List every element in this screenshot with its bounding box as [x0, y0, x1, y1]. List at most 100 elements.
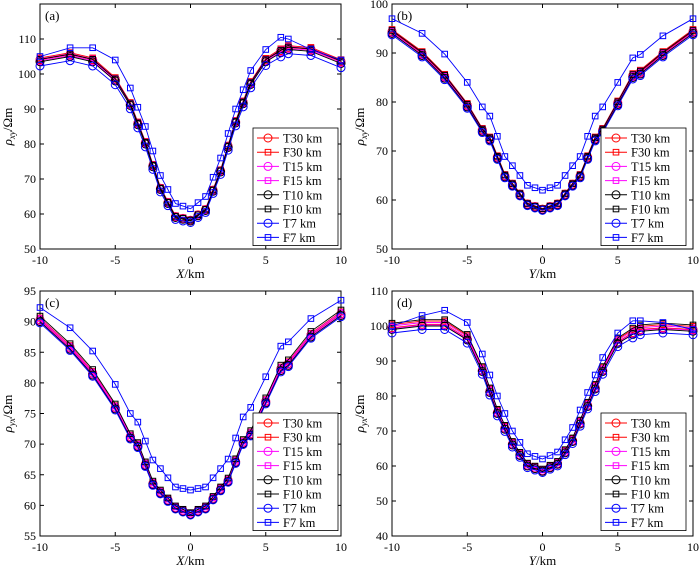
panel-label: (c) — [45, 295, 59, 310]
data-point — [111, 56, 119, 64]
data-point — [209, 173, 217, 181]
data-point — [553, 201, 563, 211]
y-tick-label: 100 — [18, 67, 36, 81]
data-point — [276, 52, 286, 62]
legend-label: T15 km — [283, 445, 323, 459]
legend-label: T30 km — [283, 417, 323, 431]
x-tick-label: 10 — [687, 540, 699, 554]
data-point — [155, 489, 165, 499]
legend-marker — [611, 503, 621, 513]
legend-label: F30 km — [631, 146, 670, 160]
data-point — [202, 193, 209, 200]
data-point — [111, 400, 119, 408]
data-point — [546, 184, 554, 192]
data-point — [149, 456, 157, 464]
data-point — [194, 199, 202, 206]
legend-label: F7 km — [631, 231, 664, 245]
data-point — [500, 173, 510, 183]
data-point — [201, 207, 211, 217]
data-point — [224, 455, 232, 463]
data-point — [232, 434, 239, 442]
y-tick-label: 85 — [24, 345, 36, 359]
y-tick-label: 100 — [370, 319, 388, 333]
data-point — [186, 510, 195, 520]
legend-marker — [611, 133, 621, 143]
legend-marker — [611, 190, 621, 200]
data-point — [516, 439, 524, 446]
y-tick-label: 95 — [24, 284, 36, 298]
series-line-f7-km — [391, 309, 694, 460]
data-point — [140, 142, 150, 152]
data-point — [418, 49, 426, 56]
legend-marker — [612, 148, 620, 156]
data-point — [164, 186, 172, 193]
legend-label: T30 km — [631, 132, 671, 146]
legend-label: F7 km — [283, 231, 316, 245]
data-point — [336, 63, 346, 73]
data-point — [307, 315, 315, 322]
data-point — [538, 467, 547, 477]
data-point — [479, 103, 486, 111]
data-point — [285, 35, 292, 43]
legend-label: T7 km — [283, 217, 316, 231]
legend-marker — [263, 418, 273, 428]
data-point — [584, 133, 591, 140]
data-point — [477, 369, 487, 379]
data-point — [239, 86, 247, 94]
y-tick-label: 75 — [24, 407, 36, 421]
data-point — [553, 461, 563, 471]
data-point — [223, 477, 233, 487]
x-tick-label: -5 — [110, 253, 120, 267]
legend-marker — [263, 161, 273, 171]
data-point — [65, 345, 75, 355]
data-point — [307, 46, 315, 53]
data-point — [524, 200, 531, 207]
y-tick-label: 70 — [376, 424, 388, 438]
data-point — [111, 381, 119, 388]
data-point — [224, 130, 232, 137]
data-point — [170, 504, 180, 514]
data-point — [217, 465, 224, 472]
legend-marker — [612, 433, 620, 441]
x-tick-label: -5 — [462, 540, 472, 554]
data-point — [276, 367, 286, 377]
x-tick-label: -10 — [32, 540, 48, 554]
data-point — [66, 44, 74, 52]
y-tick-label: 80 — [24, 137, 36, 151]
data-point — [247, 67, 254, 74]
x-tick-label: -10 — [384, 253, 400, 267]
y-tick-label: 50 — [24, 242, 36, 256]
legend-label: F15 km — [631, 174, 670, 188]
y-tick-label: 90 — [24, 102, 36, 116]
y-axis-label: ρxy/Ωm — [0, 108, 17, 147]
data-point — [418, 312, 426, 319]
data-point — [178, 507, 188, 517]
data-point — [531, 453, 539, 460]
data-point — [583, 154, 593, 164]
data-point — [568, 438, 578, 448]
data-point — [417, 325, 427, 334]
data-point — [546, 202, 554, 210]
data-point — [554, 200, 561, 207]
legend-marker — [612, 462, 620, 469]
data-point — [501, 153, 509, 160]
data-point — [688, 30, 698, 40]
y-tick-label: 55 — [24, 529, 36, 543]
data-point — [208, 495, 218, 505]
data-point — [179, 202, 187, 210]
legend-marker — [264, 462, 272, 469]
data-point — [613, 342, 623, 352]
y-tick-label: 50 — [376, 494, 388, 508]
legend-marker — [612, 205, 620, 213]
data-point — [208, 188, 218, 198]
x-tick-label: 10 — [687, 253, 699, 267]
y-axis-label: ρyx/Ωm — [0, 395, 17, 434]
y-tick-label: 100 — [370, 0, 388, 11]
data-point — [546, 452, 554, 459]
legend-marker — [263, 190, 273, 200]
data-point — [440, 75, 450, 85]
legend-label: F10 km — [283, 488, 322, 502]
data-point — [134, 439, 142, 446]
